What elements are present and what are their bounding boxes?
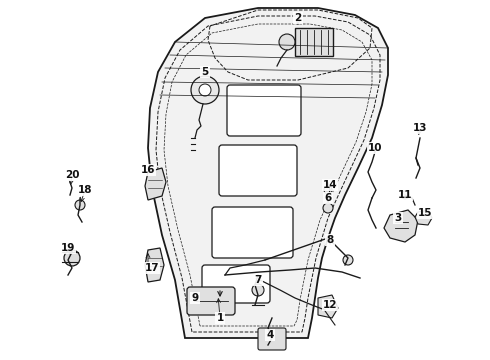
Polygon shape (384, 210, 418, 242)
Polygon shape (318, 295, 338, 318)
Text: 11: 11 (398, 190, 412, 200)
Text: 10: 10 (368, 143, 382, 153)
Polygon shape (148, 8, 388, 338)
FancyBboxPatch shape (202, 265, 270, 303)
Circle shape (199, 84, 211, 96)
Text: 17: 17 (145, 263, 159, 273)
Text: 20: 20 (65, 170, 79, 180)
Text: 2: 2 (294, 13, 302, 23)
Circle shape (75, 200, 85, 210)
Polygon shape (145, 168, 166, 200)
Text: 15: 15 (418, 208, 432, 218)
FancyBboxPatch shape (219, 145, 297, 196)
Polygon shape (415, 210, 432, 225)
Text: 12: 12 (323, 300, 337, 310)
Circle shape (64, 250, 80, 266)
Circle shape (323, 203, 333, 213)
Text: 5: 5 (201, 67, 209, 77)
Text: 9: 9 (192, 293, 198, 303)
Text: 18: 18 (78, 185, 92, 195)
Circle shape (343, 255, 353, 265)
Circle shape (279, 34, 295, 50)
FancyBboxPatch shape (187, 287, 235, 315)
Text: 3: 3 (394, 213, 402, 223)
Text: 7: 7 (254, 275, 262, 285)
Text: 8: 8 (326, 235, 334, 245)
Circle shape (401, 191, 409, 199)
Polygon shape (145, 248, 164, 282)
FancyBboxPatch shape (227, 85, 301, 136)
Text: 4: 4 (266, 330, 274, 340)
Text: 16: 16 (141, 165, 155, 175)
Text: 6: 6 (324, 193, 332, 203)
Circle shape (324, 186, 332, 194)
Bar (295, 28, 333, 56)
Text: 13: 13 (413, 123, 427, 133)
Circle shape (252, 284, 264, 296)
Text: 19: 19 (61, 243, 75, 253)
Text: 14: 14 (323, 180, 337, 190)
Text: 1: 1 (217, 313, 223, 323)
FancyBboxPatch shape (212, 207, 293, 258)
Circle shape (191, 76, 219, 104)
FancyBboxPatch shape (258, 328, 286, 350)
